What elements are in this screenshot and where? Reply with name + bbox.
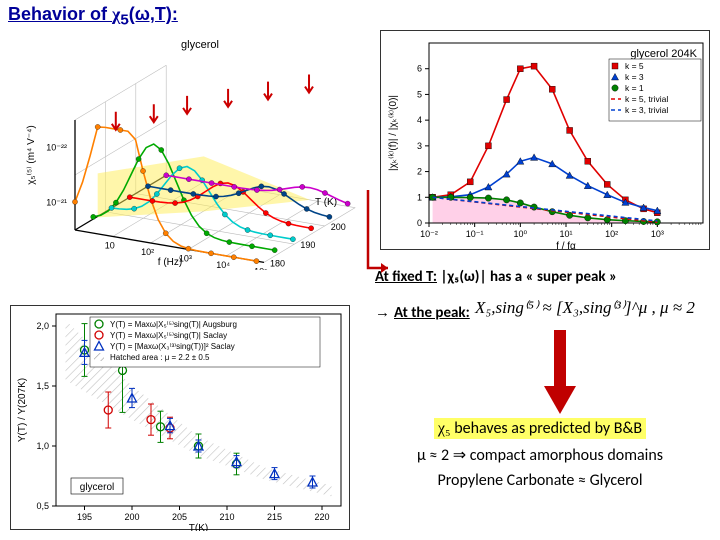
svg-text:1: 1 bbox=[417, 192, 422, 202]
svg-text:10⁻²¹: 10⁻²¹ bbox=[46, 198, 67, 208]
annotation-at-peak: →At the peak: bbox=[375, 304, 470, 322]
svg-text:Y(T) = [Maxω(X₃⁽³⁾sing(T))]² S: Y(T) = [Maxω(X₃⁽³⁾sing(T))]² Saclay bbox=[110, 342, 235, 351]
svg-text:215: 215 bbox=[267, 512, 282, 522]
title-prefix: Behavior of bbox=[8, 4, 112, 24]
svg-text:190: 190 bbox=[300, 240, 315, 250]
conclusion-line1-rest: behaves as predicted by B&B bbox=[451, 419, 643, 438]
svg-text:Hatched area : μ = 2.2 ± 0.5: Hatched area : μ = 2.2 ± 0.5 bbox=[110, 353, 210, 362]
svg-text:glycerol: glycerol bbox=[181, 39, 219, 51]
svg-text:f (Hz): f (Hz) bbox=[158, 257, 182, 268]
chart-3d-chi5: 1010²10³10⁴10⁵18019020021010⁻²¹10⁻²²χ₅⁽⁵… bbox=[10, 30, 360, 270]
annotation-fixed-t: At fixed T: |χ₅(ω)| has a « super peak » bbox=[375, 268, 617, 286]
svg-text:220: 220 bbox=[314, 512, 329, 522]
svg-text:|χₖ⁽ᵏ⁾(f)| / |χₖ⁽ᵏ⁾(0)|: |χₖ⁽ᵏ⁾(f)| / |χₖ⁽ᵏ⁾(0)| bbox=[388, 95, 399, 171]
svg-text:k = 3: k = 3 bbox=[625, 72, 644, 82]
svg-text:k = 5, trivial: k = 5, trivial bbox=[625, 94, 668, 104]
svg-text:glycerol 204K: glycerol 204K bbox=[630, 48, 697, 60]
svg-text:10⁴: 10⁴ bbox=[216, 260, 230, 270]
svg-text:1,0: 1,0 bbox=[36, 441, 49, 451]
svg-text:10⁵: 10⁵ bbox=[254, 266, 268, 270]
svg-text:10³: 10³ bbox=[651, 229, 664, 239]
chart-3d-svg: 1010²10³10⁴10⁵18019020021010⁻²¹10⁻²²χ₅⁽⁵… bbox=[10, 30, 360, 270]
svg-text:Y(T) = Maxω|X₅⁽⁵⁾sing(T)| Sacl: Y(T) = Maxω|X₅⁽⁵⁾sing(T)| Saclay bbox=[110, 331, 227, 340]
title-sub: 5 bbox=[120, 12, 128, 29]
svg-text:10: 10 bbox=[105, 240, 115, 250]
svg-text:k = 3, trivial: k = 3, trivial bbox=[625, 105, 668, 115]
conclusion-block: χ₅ behaves as predicted by B&B μ ≈ 2 ⇒ c… bbox=[370, 418, 710, 496]
right-arrow-icon: → bbox=[375, 305, 390, 321]
conclusion-highlight: χ₅ behaves as predicted by B&B bbox=[434, 418, 646, 439]
chart-peak-svg: 10⁻² 10⁻¹ 10⁰ 10¹ 10² 10³ 0 1 2 3 4 5 6 f / fα |χₖ⁽ᵏ⁾(… bbox=[381, 31, 711, 251]
annotation-fixed-t-rest: |χ₅(ω)| has a « super peak » bbox=[437, 268, 617, 286]
svg-text:T (K): T (K) bbox=[315, 197, 337, 208]
conclusion-line-1: χ₅ behaves as predicted by B&B bbox=[370, 418, 710, 439]
svg-text:1,5: 1,5 bbox=[36, 381, 49, 391]
svg-text:10⁻²²: 10⁻²² bbox=[46, 143, 67, 153]
svg-text:10⁻²: 10⁻² bbox=[420, 229, 438, 239]
page-title: Behavior of χ5(ω,T): bbox=[8, 4, 178, 29]
svg-text:6: 6 bbox=[417, 64, 422, 74]
annotation-at-peak-text: At the peak: bbox=[394, 304, 470, 322]
big-red-arrow-icon bbox=[540, 330, 580, 415]
svg-text:205: 205 bbox=[172, 512, 187, 522]
svg-text:10⁰: 10⁰ bbox=[514, 229, 528, 239]
svg-text:χ₅⁽⁵⁾ (m⁴ V⁻⁴): χ₅⁽⁵⁾ (m⁴ V⁻⁴) bbox=[26, 125, 37, 184]
conclusion-chi5: χ₅ bbox=[438, 420, 451, 437]
svg-text:0: 0 bbox=[417, 218, 422, 228]
svg-text:f / fα: f / fα bbox=[556, 241, 576, 251]
chart-yt-ratio: 195 200 205 210 215 220 0,5 1,0 1,5 2,0 T(K) Y(T) /… bbox=[10, 305, 350, 530]
svg-text:195: 195 bbox=[77, 512, 92, 522]
svg-text:2,0: 2,0 bbox=[36, 321, 49, 331]
svg-text:2: 2 bbox=[417, 167, 422, 177]
svg-text:glycerol: glycerol bbox=[80, 482, 114, 493]
svg-text:210: 210 bbox=[219, 512, 234, 522]
conclusion-line-3: Propylene Carbonate ≈ Glycerol bbox=[370, 471, 710, 490]
svg-text:Y(T) = Maxω|X₅⁽⁵⁾sing(T)| Augs: Y(T) = Maxω|X₅⁽⁵⁾sing(T)| Augsburg bbox=[110, 320, 237, 329]
svg-text:3: 3 bbox=[417, 141, 422, 151]
svg-text:4: 4 bbox=[417, 115, 422, 125]
svg-text:k = 5: k = 5 bbox=[625, 61, 644, 71]
svg-text:10¹: 10¹ bbox=[559, 229, 572, 239]
title-args: (ω,T): bbox=[129, 4, 178, 24]
svg-text:10²: 10² bbox=[141, 247, 154, 257]
svg-text:10²: 10² bbox=[605, 229, 618, 239]
svg-text:k = 1: k = 1 bbox=[625, 83, 644, 93]
svg-text:T(K): T(K) bbox=[189, 523, 208, 531]
svg-text:5: 5 bbox=[417, 89, 422, 99]
peak-formula: X₅,sing⁽⁵⁾ ≈ [X₃,sing⁽³⁾]^μ , μ ≈ 2 bbox=[475, 298, 695, 318]
conclusion-line-2: μ ≈ 2 ⇒ compact amorphous domains bbox=[370, 445, 710, 465]
svg-text:Y(T) / Y(207K): Y(T) / Y(207K) bbox=[17, 378, 28, 442]
annotation-fixed-t-prefix: At fixed T: bbox=[375, 268, 437, 286]
svg-text:10⁻¹: 10⁻¹ bbox=[466, 229, 484, 239]
svg-text:0,5: 0,5 bbox=[36, 501, 49, 511]
svg-text:200: 200 bbox=[331, 222, 346, 232]
svg-text:200: 200 bbox=[124, 512, 139, 522]
svg-text:180: 180 bbox=[270, 258, 285, 268]
chart-peak-ratio: 10⁻² 10⁻¹ 10⁰ 10¹ 10² 10³ 0 1 2 3 4 5 6 f / fα |χₖ⁽ᵏ⁾(… bbox=[380, 30, 710, 250]
chart-yt-svg: 195 200 205 210 215 220 0,5 1,0 1,5 2,0 T(K) Y(T) /… bbox=[11, 306, 351, 531]
